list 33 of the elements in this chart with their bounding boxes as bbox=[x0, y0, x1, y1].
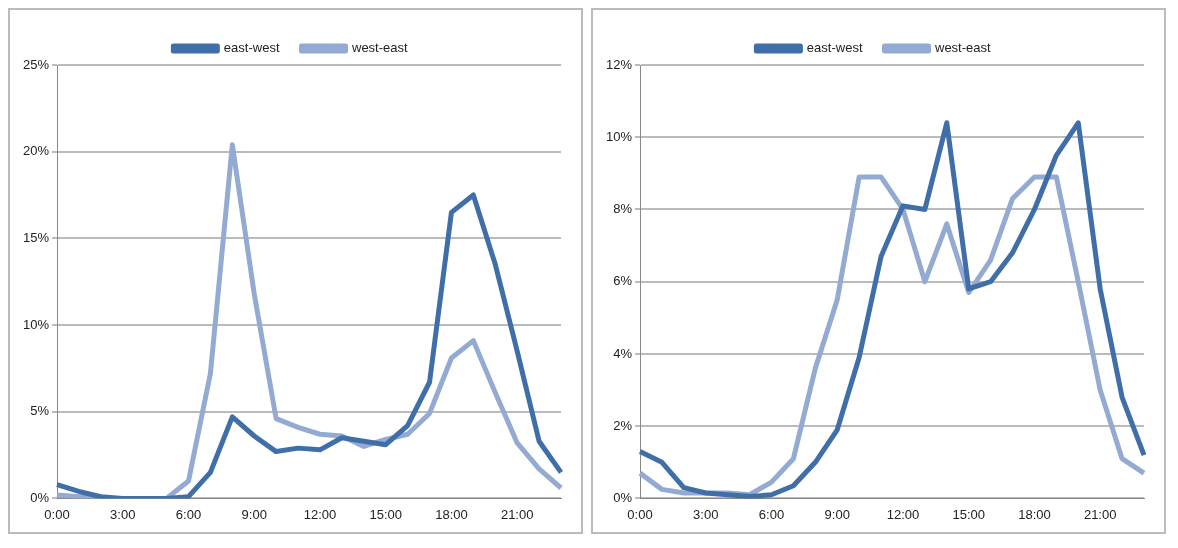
x-tick-label: 18:00 bbox=[435, 506, 468, 522]
x-tick-label: 0:00 bbox=[44, 506, 70, 522]
x-tick-label: 3:00 bbox=[110, 506, 136, 522]
y-tick-label: 0% bbox=[30, 489, 50, 505]
legend-label: west-east bbox=[934, 40, 992, 56]
y-tick-label: 15% bbox=[22, 229, 50, 245]
y-tick-label: 25% bbox=[22, 56, 50, 72]
x-tick-label: 21:00 bbox=[1083, 506, 1117, 522]
x-tick-label: 15:00 bbox=[369, 506, 402, 522]
x-tick-label: 12:00 bbox=[303, 506, 337, 522]
y-tick-label: 4% bbox=[613, 345, 633, 361]
y-tick-label: 6% bbox=[613, 273, 633, 289]
x-tick-label: 12:00 bbox=[886, 506, 920, 522]
y-tick-label: 10% bbox=[605, 128, 633, 144]
y-tick-label: 5% bbox=[30, 403, 50, 419]
legend-label: west-east bbox=[351, 40, 409, 56]
x-tick-label: 6:00 bbox=[175, 506, 202, 522]
x-tick-label: 21:00 bbox=[500, 506, 534, 522]
x-tick-label: 18:00 bbox=[1018, 506, 1051, 522]
x-tick-label: 3:00 bbox=[693, 506, 719, 522]
legend-label: east-west bbox=[223, 40, 280, 56]
x-tick-label: 0:00 bbox=[627, 506, 653, 522]
y-tick-label: 10% bbox=[22, 316, 50, 332]
y-tick-label: 0% bbox=[613, 489, 633, 505]
x-tick-label: 6:00 bbox=[758, 506, 785, 522]
y-tick-label: 12% bbox=[605, 56, 633, 72]
x-tick-label: 9:00 bbox=[824, 506, 850, 522]
y-tick-label: 8% bbox=[613, 201, 633, 217]
y-tick-label: 2% bbox=[613, 417, 633, 433]
legend-label: east-west bbox=[806, 40, 863, 56]
x-tick-label: 15:00 bbox=[952, 506, 985, 522]
y-tick-label: 20% bbox=[22, 143, 50, 159]
x-tick-label: 9:00 bbox=[241, 506, 267, 522]
